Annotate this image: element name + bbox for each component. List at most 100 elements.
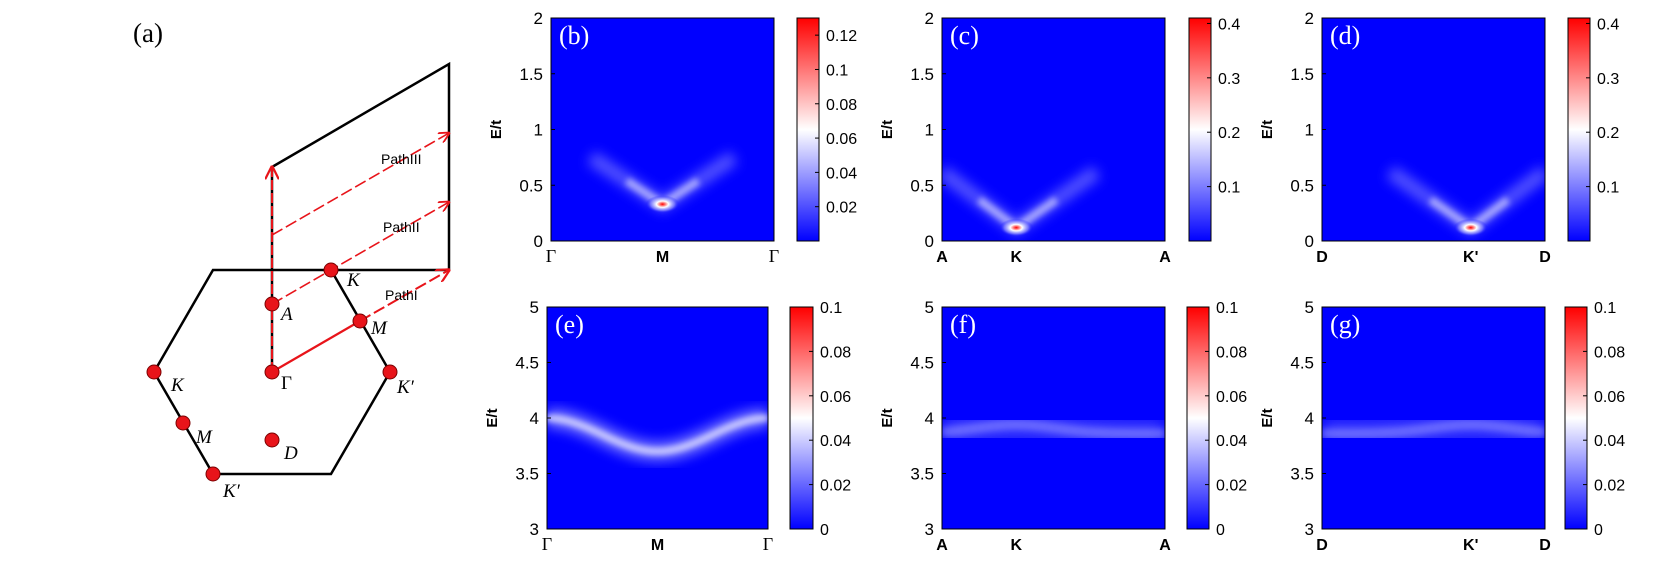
y-tick-label: 1.5 <box>1290 65 1314 84</box>
y-tick-label: 1 <box>1305 121 1314 140</box>
colorbar: 0.4 0.3 0.2 0.1 <box>1188 16 1240 242</box>
point-K-top <box>323 262 339 278</box>
x-tick-label: A <box>1159 537 1171 554</box>
colorbar-gradient <box>1564 306 1588 530</box>
x-tick-label: Γ <box>769 246 779 266</box>
y-tick-label: 3 <box>1305 520 1314 539</box>
path-I-label: PathI <box>385 287 418 303</box>
heatmap-panel-4: (e) 5 4.5 4 3.5 3 E/t Γ M Γ 0.1 0.08 0.06 0.04 0.02 0 <box>484 298 851 554</box>
point-D <box>264 432 280 448</box>
x-tick-label: K <box>1010 537 1022 554</box>
x-tick-label: M <box>656 249 669 266</box>
colorbar-tick-label: 0.06 <box>826 131 857 148</box>
y-tick-label: 4 <box>1305 409 1314 428</box>
x-tick-label: A <box>936 249 948 266</box>
colorbar-tick-label: 0.3 <box>1597 71 1619 88</box>
panel-label: (b) <box>559 21 589 50</box>
heatmap-features <box>547 408 768 462</box>
y-tick-label: 0 <box>925 232 934 251</box>
spectral-peak <box>999 218 1034 237</box>
path-II-label: PathII <box>383 219 420 235</box>
heatmap-features <box>942 409 1165 449</box>
path-III-label: PathIII <box>381 151 421 167</box>
y-axis-label: E/t <box>488 120 505 139</box>
panel-label: (d) <box>1330 21 1360 50</box>
panel-label: (g) <box>1330 310 1360 339</box>
label-M-left: M <box>195 427 213 448</box>
colorbar-tick-label: 0.04 <box>826 165 857 182</box>
y-tick-label: 3.5 <box>1290 465 1314 484</box>
label-K-prime-bottom: K′ <box>222 481 241 502</box>
colorbar-tick-label: 0.12 <box>826 28 857 45</box>
path-gamma-m <box>271 320 361 373</box>
panel-a-label: (a) <box>133 18 163 48</box>
x-tick-label: A <box>1159 249 1171 266</box>
y-tick-label: 2 <box>1305 9 1314 28</box>
x-tick-label: M <box>651 537 664 554</box>
x-tick-label: D <box>1316 537 1328 554</box>
label-M-right: M <box>370 318 388 339</box>
panel-label: (f) <box>950 310 976 339</box>
y-tick-label: 4 <box>925 409 934 428</box>
colorbar-tick-label: 0.04 <box>820 433 851 450</box>
colorbar: 0.1 0.08 0.06 0.04 0.02 0 <box>789 300 851 539</box>
panel-a: (a) PathIII PathII PathI K M K′ K M K′ A… <box>133 18 449 502</box>
x-tick-label: Γ <box>546 246 556 266</box>
heatmap-panel-6: (g) 5 4.5 4 3.5 3 E/t D K' D 0.1 0.08 0.06 0.04 0.02 0 <box>1259 298 1625 554</box>
colorbar-tick-label: 0.08 <box>820 344 851 361</box>
colorbar-tick-label: 0.08 <box>1216 344 1247 361</box>
colorbar-tick-label: 0 <box>1594 522 1603 539</box>
y-tick-label: 4.5 <box>515 354 539 373</box>
point-K-left <box>146 364 162 380</box>
x-tick-label: K' <box>1463 537 1478 554</box>
colorbar-tick-label: 0.08 <box>826 97 857 114</box>
colorbar: 0.4 0.3 0.2 0.1 <box>1567 16 1619 242</box>
colorbar-gradient <box>1186 306 1210 530</box>
colorbar-gradient <box>1188 17 1212 242</box>
path-II-line <box>271 202 449 305</box>
colorbar-tick-label: 0.1 <box>1218 180 1240 197</box>
colorbar-tick-label: 0.1 <box>1216 300 1238 317</box>
heatmap-features <box>587 151 738 214</box>
y-tick-label: 3.5 <box>910 465 934 484</box>
colorbar-tick-label: 0.1 <box>820 300 842 317</box>
colorbar-tick-label: 0.08 <box>1594 344 1625 361</box>
x-tick-label: Γ <box>542 534 552 554</box>
colorbar: 0.1 0.08 0.06 0.04 0.02 0 <box>1186 300 1247 539</box>
heatmap-features <box>1322 409 1545 449</box>
x-tick-label: D <box>1316 249 1328 266</box>
y-tick-label: 5 <box>530 298 539 317</box>
label-K-top: K <box>346 270 361 291</box>
colorbar-tick-label: 0.06 <box>1594 389 1625 406</box>
heatmap-panel-5: (f) 5 4.5 4 3.5 3 E/t A K A 0.1 0.08 0.06 0.04 0.02 0 <box>879 298 1247 554</box>
colorbar-tick-label: 0.1 <box>1597 180 1619 197</box>
path-I-line <box>359 270 449 322</box>
colorbar-tick-label: 0 <box>820 522 829 539</box>
y-tick-label: 2 <box>925 9 934 28</box>
heatmap-features <box>942 166 1101 237</box>
colorbar-tick-label: 0.4 <box>1597 16 1619 33</box>
x-tick-label: K <box>1010 249 1022 266</box>
y-axis-label: E/t <box>879 120 896 139</box>
colorbar-tick-label: 0.2 <box>1218 125 1240 142</box>
y-tick-label: 0 <box>1305 232 1314 251</box>
point-Gamma <box>264 364 280 380</box>
colorbar-tick-label: 0.04 <box>1216 433 1247 450</box>
colorbar-tick-label: 0.06 <box>1216 389 1247 406</box>
colorbar-tick-label: 0 <box>1216 522 1225 539</box>
colorbar-tick-label: 0.1 <box>826 62 848 79</box>
y-tick-label: 3.5 <box>515 465 539 484</box>
colorbar: 0.1 0.08 0.06 0.04 0.02 0 <box>1564 300 1625 539</box>
colorbar-tick-label: 0.04 <box>1594 433 1625 450</box>
y-axis-label: E/t <box>484 408 501 427</box>
y-tick-label: 3 <box>925 520 934 539</box>
point-K-prime-right <box>382 364 398 380</box>
x-tick-label: D <box>1539 249 1551 266</box>
colorbar-tick-label: 0.3 <box>1218 71 1240 88</box>
y-axis-label: E/t <box>1259 120 1276 139</box>
panel-label: (e) <box>555 310 584 339</box>
heatmap-panel-3: (d) 2 1.5 1 0.5 0 E/t D K' D 0.4 0.3 0.2 0.1 <box>1259 9 1619 266</box>
label-K-left: K <box>170 375 185 396</box>
heatmap-features <box>1386 166 1545 237</box>
